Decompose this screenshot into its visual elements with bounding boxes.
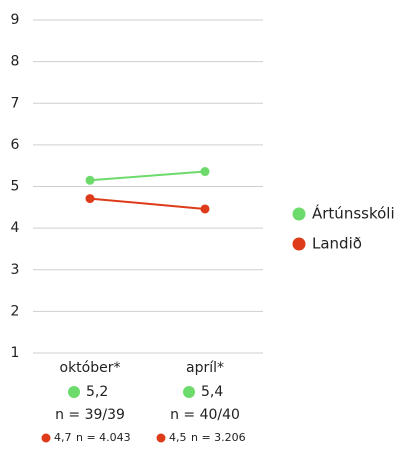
y-tick-label: 4 [11,220,20,236]
n-label: n = 39/39 [55,407,125,423]
legend-label: Landið [312,235,362,253]
value-label: 5,2 [86,384,108,400]
y-tick-label: 9 [11,12,20,28]
legend-dot [41,433,51,443]
legend-marker [292,237,306,251]
x-tick-label: október* [60,360,121,376]
legend-dot [156,433,166,443]
legend-dot [183,386,195,398]
point [85,175,95,185]
legend-dot [68,386,80,398]
y-tick-label: 3 [11,262,20,278]
n-label: n = 4.043 [76,431,131,444]
point [200,204,210,214]
series-line [89,197,206,210]
value-label: 5,4 [201,384,223,400]
value-label: 4,7 [54,431,72,444]
value-label: 4,5 [169,431,187,444]
n-label: n = 40/40 [170,407,240,423]
series-line [89,170,206,182]
x-tick-label: apríl* [186,360,224,376]
y-tick-label: 2 [11,303,20,319]
legend-label: Ártúnsskóli [312,204,395,223]
n-label: n = 3.206 [191,431,246,444]
legend-marker [292,207,306,221]
y-tick-label: 8 [11,54,20,70]
point [85,194,95,204]
y-tick-label: 5 [11,179,20,195]
point [200,167,210,177]
y-tick-label: 7 [11,95,20,111]
y-tick-label: 6 [11,137,20,153]
y-tick-label: 1 [11,345,20,361]
